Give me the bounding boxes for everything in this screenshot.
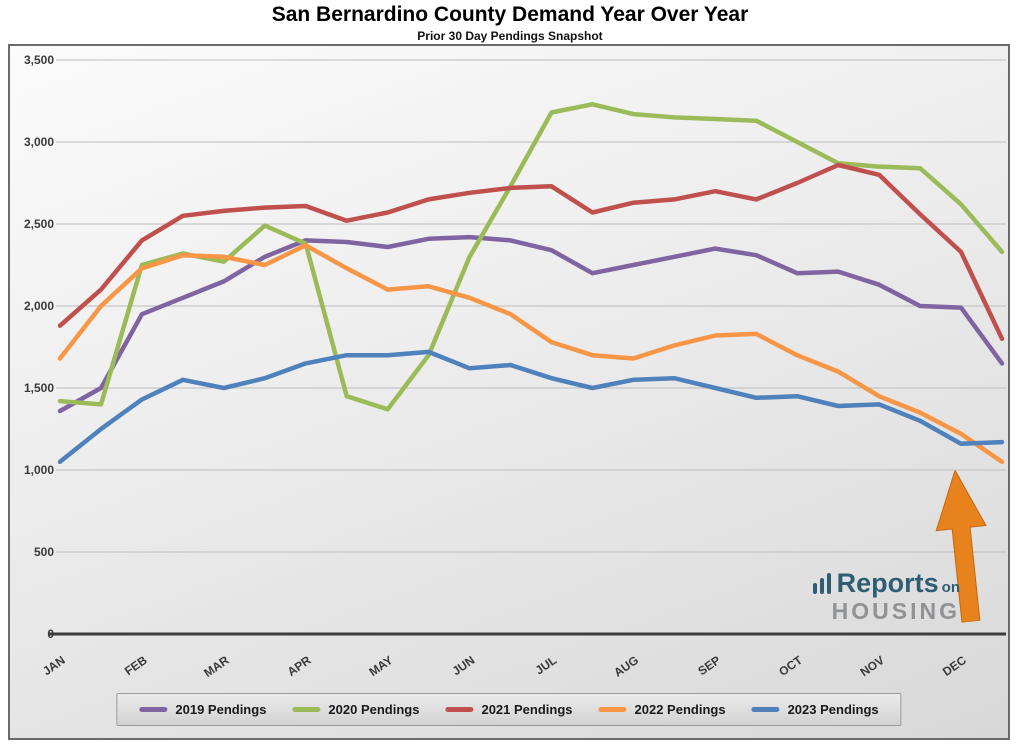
series-lines bbox=[57, 102, 1005, 465]
logo-bar-chart-icon bbox=[812, 573, 831, 594]
legend-swatch bbox=[598, 707, 627, 712]
chart-legend: 2019 Pendings 2020 Pendings 2021 Pendings 2… bbox=[116, 693, 902, 726]
svg-text:1,000: 1,000 bbox=[24, 463, 54, 477]
legend-label: 2023 Pendings bbox=[787, 702, 879, 717]
x-axis-labels: JAN FEB MAR APR MAY JUN JUL AUG SEP OCT NOV DEC bbox=[40, 653, 969, 681]
svg-text:500: 500 bbox=[34, 545, 54, 559]
logo-word-housing: HOUSING bbox=[831, 598, 960, 624]
reports-on-housing-logo: Reports on HOUSING bbox=[812, 568, 960, 623]
series-line-2022-pendings bbox=[57, 243, 1005, 465]
legend-label: 2019 Pendings bbox=[175, 702, 267, 717]
logo-word-on: on bbox=[941, 579, 960, 596]
series-line-2021-pendings bbox=[57, 162, 1005, 342]
svg-text:JUN: JUN bbox=[450, 653, 478, 678]
logo-word-reports: Reports bbox=[836, 568, 939, 598]
chart-frame: 0 500 1,000 1,500 2,000 2,500 3,000 3,500 JAN FEB… bbox=[8, 44, 1010, 740]
svg-text:0: 0 bbox=[47, 627, 54, 641]
svg-text:3,500: 3,500 bbox=[24, 53, 54, 67]
legend-swatch bbox=[292, 707, 321, 712]
legend-item: 2019 Pendings bbox=[139, 702, 266, 717]
series-line-2019-pendings bbox=[57, 234, 1005, 414]
legend-item: 2021 Pendings bbox=[445, 702, 573, 717]
legend-label: 2022 Pendings bbox=[634, 702, 726, 717]
legend-label: 2020 Pendings bbox=[328, 702, 420, 717]
svg-text:JUL: JUL bbox=[533, 653, 560, 677]
svg-text:1,500: 1,500 bbox=[24, 381, 54, 395]
highlight-arrow-icon bbox=[935, 469, 987, 624]
y-axis-labels: 0 500 1,000 1,500 2,000 2,500 3,000 3,500 bbox=[24, 53, 54, 641]
svg-text:2,000: 2,000 bbox=[24, 299, 54, 313]
legend-label: 2021 Pendings bbox=[481, 702, 573, 717]
chart-subtitle: Prior 30 Day Pendings Snapshot bbox=[417, 29, 603, 43]
svg-text:FEB: FEB bbox=[122, 653, 150, 678]
svg-text:DEC: DEC bbox=[940, 653, 969, 679]
svg-text:JAN: JAN bbox=[40, 653, 68, 678]
svg-text:APR: APR bbox=[285, 653, 314, 679]
svg-text:MAR: MAR bbox=[201, 653, 232, 680]
svg-text:3,000: 3,000 bbox=[24, 135, 54, 149]
svg-text:MAY: MAY bbox=[366, 653, 395, 679]
chart-title: San Bernardino County Demand Year Over Y… bbox=[271, 3, 749, 26]
svg-text:SEP: SEP bbox=[695, 653, 723, 678]
svg-text:2,500: 2,500 bbox=[24, 217, 54, 231]
legend-swatch bbox=[139, 707, 168, 712]
svg-text:NOV: NOV bbox=[858, 653, 887, 679]
series-line-2020-pendings bbox=[57, 102, 1005, 412]
legend-swatch bbox=[445, 707, 474, 712]
pendings-line-chart: 0 500 1,000 1,500 2,000 2,500 3,000 3,500 JAN FEB… bbox=[24, 53, 1006, 681]
series-line-2023-pendings bbox=[57, 349, 1005, 465]
svg-text:OCT: OCT bbox=[776, 653, 805, 679]
svg-text:AUG: AUG bbox=[611, 653, 641, 680]
legend-item: 2023 Pendings bbox=[751, 702, 879, 717]
logo-line1: Reports on bbox=[812, 568, 960, 597]
legend-swatch bbox=[751, 707, 780, 712]
gridlines bbox=[48, 59, 1006, 636]
legend-item: 2020 Pendings bbox=[292, 702, 419, 717]
legend-item: 2022 Pendings bbox=[598, 702, 726, 717]
